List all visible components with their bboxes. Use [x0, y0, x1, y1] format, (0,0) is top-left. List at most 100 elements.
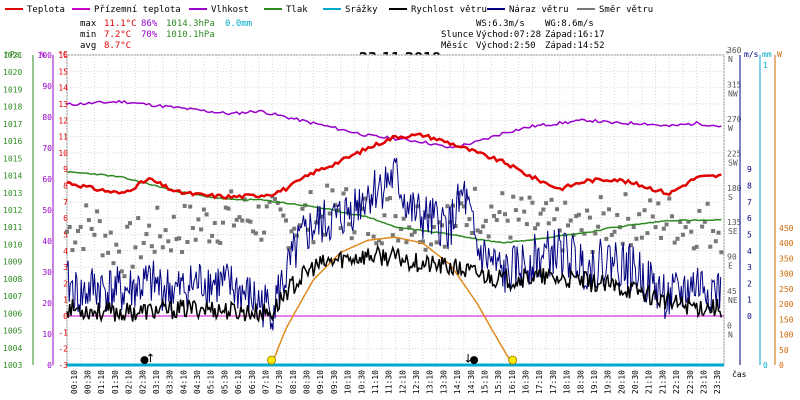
- axis-tick-label: 5: [747, 230, 752, 239]
- x-tick-label: 15:30: [494, 370, 503, 394]
- stat-max-temp: 11.1°C: [104, 19, 137, 29]
- axis-tick-label: 2: [63, 279, 68, 288]
- axis-tick-label: 1: [763, 61, 768, 70]
- wind-dir-point: [544, 201, 549, 206]
- wind-dir-point: [92, 232, 97, 237]
- axis-tick-label: 0: [763, 361, 768, 370]
- axis-tick-label: 1015: [3, 154, 22, 163]
- x-tick-label: 17:30: [549, 370, 558, 394]
- unit-w: W: [777, 50, 782, 59]
- wind-dir-point: [349, 236, 354, 241]
- wind-dir-point: [579, 228, 584, 233]
- wind-dir-point: [516, 217, 521, 222]
- wind-dir-point: [472, 186, 477, 191]
- x-tick-label: 06:30: [248, 370, 257, 394]
- wind-dir-point: [322, 232, 327, 237]
- wind-dir-point: [574, 214, 579, 219]
- wind-dir-point: [125, 224, 130, 229]
- wind-dir-point: [251, 229, 256, 234]
- axis-tick-label: 12: [58, 116, 68, 125]
- x-tick-label: 18:10: [563, 370, 572, 394]
- wind-dir-point: [221, 220, 225, 225]
- unit-mm: mm: [762, 50, 772, 59]
- wind-dir-point: [390, 233, 395, 238]
- axis-tick-label: 450: [779, 224, 794, 233]
- wind-dir-point: [122, 274, 127, 279]
- wind-dir-point: [686, 219, 691, 224]
- x-tick-label: 03:30: [166, 370, 175, 394]
- axis-tick-label: 270: [727, 115, 742, 124]
- grid: [66, 54, 725, 367]
- axis-tick-label: 1: [63, 296, 68, 305]
- wind-dir-point: [97, 219, 102, 224]
- x-tick-label: 14:30: [467, 370, 476, 394]
- wind-dir-point: [404, 240, 409, 245]
- wind-dir-point: [650, 214, 655, 219]
- wind-dir-point: [694, 244, 699, 249]
- legend-label: Tlak: [286, 5, 308, 15]
- wind-dir-point: [700, 224, 705, 229]
- axis-tick-label: 315: [727, 80, 742, 89]
- axis-tick-label: 90: [42, 82, 52, 91]
- wind-dir-point: [319, 214, 324, 219]
- wind-dir-point: [407, 225, 412, 230]
- wind-dir-point: [240, 218, 245, 223]
- wind-dir-point: [158, 234, 163, 239]
- axis-tick-label: 200: [779, 300, 794, 309]
- axis-tick-label: 3: [63, 263, 68, 272]
- stat-max-label: max: [80, 19, 97, 29]
- wind-dir-point: [607, 207, 611, 212]
- axis-tick-label: 2: [747, 279, 752, 288]
- wind-dir-point: [546, 221, 551, 226]
- x-tick-label: 19:30: [604, 370, 613, 394]
- wind-dir-point: [385, 197, 390, 202]
- wind-dir-point: [223, 205, 228, 210]
- wind-dir-point: [185, 240, 190, 244]
- wind-dir-point: [76, 229, 80, 233]
- wind-dir-point: [464, 223, 469, 228]
- wind-dir-point: [500, 191, 505, 196]
- wind-dir-point: [399, 227, 403, 232]
- axis-tick-label: 1007: [3, 292, 22, 301]
- sunrise-marker: [266, 355, 276, 365]
- plot-frame: [66, 54, 725, 366]
- wind-dir-point: [95, 209, 100, 214]
- wind-dir-point: [420, 239, 425, 244]
- axis-tick-label: N: [728, 55, 733, 64]
- info-wg: WG:8.6m/s: [545, 19, 594, 29]
- x-tick-label: 19:10: [590, 370, 599, 394]
- wind-dir-point: [182, 203, 187, 208]
- wind-dir-point: [628, 243, 633, 248]
- wind-dir-point: [656, 201, 661, 206]
- axis-units: hPa % °C ° m/s mm W čas: [5, 50, 782, 379]
- wind-dir-point: [604, 236, 609, 241]
- wind-dir-point: [711, 229, 716, 233]
- wind-dir-point: [218, 241, 223, 245]
- wind-dir-point: [511, 194, 516, 199]
- wind-dir-point: [226, 206, 231, 211]
- info-block: WS:6.3m/s WG:8.6m/s Slunce Východ:07:28 …: [441, 19, 605, 51]
- axis-tick-label: 1010: [3, 240, 22, 249]
- axis-tick-label: 11: [58, 133, 68, 142]
- axis-tick-label: 360: [727, 46, 742, 55]
- x-tick-labels: 00:10 00:30 01:10 01:30 02:10 02:30 03:10 03:30…: [70, 370, 722, 394]
- wind-dir-point: [199, 227, 204, 232]
- x-tick-label: 23:30: [713, 370, 722, 394]
- wind-dir-point: [587, 215, 592, 220]
- wind-dir-point: [193, 237, 198, 242]
- x-tick-label: 12:30: [412, 370, 421, 394]
- info-sun-label: Slunce: [441, 30, 474, 40]
- wind-dir-point: [284, 218, 288, 223]
- x-tick-label: 18:30: [576, 370, 585, 394]
- wind-dir-point: [130, 264, 135, 269]
- wind-dir-point: [431, 225, 436, 229]
- wind-dir-point: [215, 239, 220, 244]
- wind-dir-point: [171, 214, 176, 219]
- x-tick-label: 00:10: [70, 370, 79, 394]
- x-tick-label: 07:30: [275, 370, 284, 394]
- axis-tick-label: 1: [747, 296, 752, 305]
- x-tick-label: 01:10: [97, 370, 106, 394]
- wind-dir-point: [190, 226, 195, 230]
- wind-dir-point: [483, 218, 488, 223]
- wind-dir-point: [207, 239, 212, 244]
